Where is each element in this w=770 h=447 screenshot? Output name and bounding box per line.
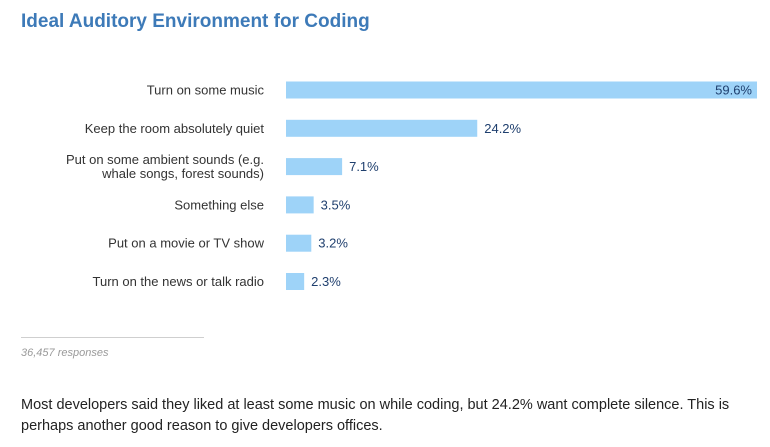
bar [286, 81, 757, 99]
bar [286, 119, 478, 137]
category-label: Put on some ambient sounds (e.g. [66, 152, 264, 167]
value-label: 3.5% [321, 197, 351, 212]
bar [286, 234, 312, 252]
bar-chart: 59.6% Turn on some music 24.2% Keep the roo… [66, 81, 757, 290]
divider [21, 337, 204, 338]
value-label: 59.6% [715, 83, 752, 98]
bar [286, 196, 314, 214]
category-label: Turn on the news or talk radio [93, 274, 265, 289]
response-count: 36,457 responses [21, 347, 109, 359]
category-label: Something else [174, 197, 264, 212]
bar [286, 158, 343, 176]
value-label: 3.2% [318, 236, 348, 251]
chart-title: Ideal Auditory Environment for Coding [21, 11, 370, 32]
category-label: Turn on some music [147, 83, 265, 98]
category-label: Put on a movie or TV show [108, 236, 264, 251]
bar [286, 273, 305, 290]
category-label: whale songs, forest sounds) [101, 166, 264, 181]
value-label: 7.1% [349, 159, 379, 174]
category-label: Keep the room absolutely quiet [85, 121, 265, 136]
summary-text: Most developers said they liked at least… [21, 397, 730, 434]
value-label: 2.3% [311, 274, 341, 289]
value-label: 24.2% [484, 121, 521, 136]
